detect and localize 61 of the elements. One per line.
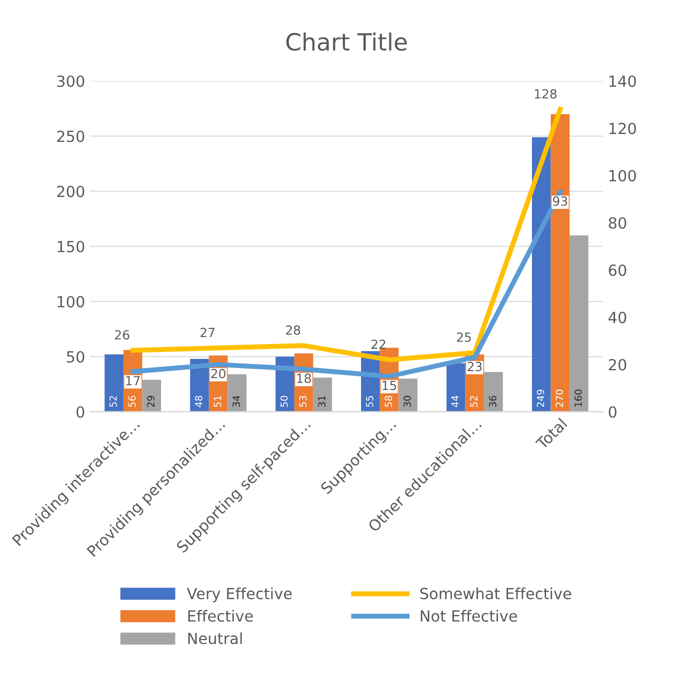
data-label: 44: [451, 396, 459, 408]
y2-tick-label: 80: [608, 217, 626, 229]
y-tick-label: 100: [58, 296, 84, 308]
bar: [532, 137, 551, 412]
data-label: 31: [318, 396, 326, 407]
data-label: 53: [299, 396, 307, 407]
bar: [313, 378, 332, 412]
data-label: 58: [384, 396, 392, 407]
bar: [550, 114, 570, 412]
data-label: 29: [147, 396, 154, 407]
data-label: 249: [536, 390, 544, 407]
data-label: 50: [280, 396, 288, 407]
data-label: 52: [470, 396, 478, 407]
y2-tick-label: 40: [608, 312, 626, 324]
y-tick-label: 0: [76, 406, 84, 418]
y2-tick-label: 0: [608, 406, 616, 418]
bar: [228, 374, 246, 412]
data-label: 56: [128, 396, 136, 407]
y2-tick-label: 140: [609, 75, 636, 88]
bar: [570, 235, 588, 412]
data-label: 22: [371, 340, 386, 349]
data-label: 93: [553, 196, 568, 206]
y-tick-label: 50: [66, 351, 84, 363]
data-label: 28: [286, 325, 300, 335]
y2-tick-label: 120: [609, 122, 636, 134]
data-label: 270: [556, 390, 563, 407]
bar: [398, 378, 418, 412]
bar: [104, 354, 124, 412]
data-label: 25: [456, 332, 471, 342]
bar: [446, 363, 466, 412]
data-label: 52: [109, 396, 117, 407]
y2-tick-label: 100: [609, 170, 636, 182]
legend-label: Effective: [188, 610, 253, 622]
data-label: 17: [126, 376, 140, 386]
legend-label: Somewhat Effective: [420, 588, 572, 600]
data-label: 18: [297, 374, 311, 384]
y2-tick-label: 20: [608, 358, 626, 371]
y-tick-label: 200: [57, 186, 84, 198]
data-label: 20: [211, 368, 226, 378]
y-tick-label: 250: [57, 130, 84, 142]
data-label: 23: [468, 362, 482, 372]
y-tick-label: 150: [58, 240, 84, 252]
data-label: 51: [214, 396, 222, 407]
bar: [484, 372, 503, 412]
legend-label: Very Effective: [186, 588, 292, 602]
y-tick-label: 300: [57, 75, 84, 88]
data-label: 26: [115, 330, 130, 340]
data-label: 128: [534, 89, 557, 99]
data-label: 34: [232, 396, 240, 407]
data-label: 36: [488, 396, 496, 407]
data-label: 55: [366, 396, 374, 407]
data-label: 48: [194, 396, 202, 408]
data-label: 15: [382, 380, 396, 390]
chart-title: Chart Title: [286, 32, 407, 51]
data-label: 160: [574, 390, 582, 407]
data-label: 30: [404, 396, 411, 407]
data-label: 27: [200, 328, 214, 338]
legend-label: Neutral: [188, 632, 242, 644]
y2-tick-label: 60: [608, 264, 626, 276]
bar: [142, 380, 162, 412]
legend-label: Not Effective: [420, 610, 518, 622]
